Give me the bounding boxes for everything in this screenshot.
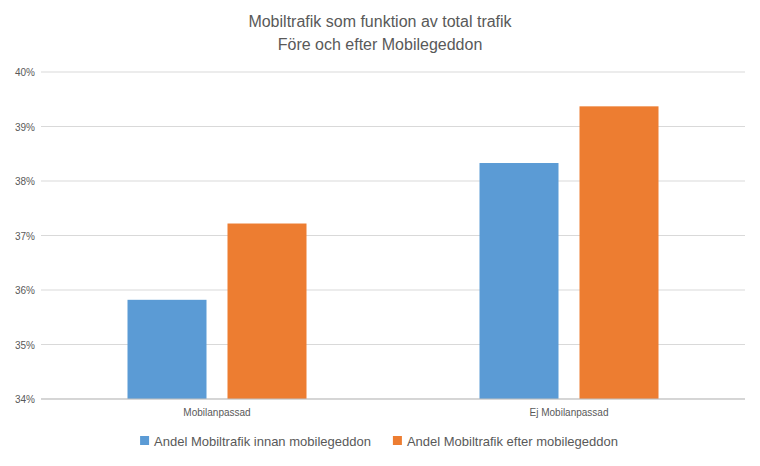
y-tick-label: 39% (15, 122, 35, 133)
legend-swatch (393, 436, 402, 445)
title: Mobiltrafik som funktion av total trafik (248, 13, 512, 30)
grid (41, 72, 745, 399)
subtitle: Före och efter Mobilegeddon (278, 36, 483, 53)
bars (128, 106, 659, 399)
y-tick-label: 36% (15, 285, 35, 296)
y-tick-label: 35% (15, 340, 35, 351)
bar (128, 300, 207, 399)
x-axis-line (41, 399, 745, 400)
grid-line (41, 399, 745, 400)
x-tick-label: Ej Mobilanpassad (530, 407, 609, 418)
y-tick-label: 38% (15, 176, 35, 187)
bar (480, 163, 559, 399)
background (0, 0, 760, 466)
chart-svg: Mobiltrafik som funktion av total trafik… (0, 0, 760, 466)
legend: Andel Mobiltrafik innan mobilegeddon Ande… (140, 434, 618, 449)
y-tick-label: 37% (15, 231, 35, 242)
bar (580, 106, 659, 399)
x-tick-label: Mobilanpassad (183, 407, 250, 418)
legend-label: Andel Mobiltrafik efter mobilegeddon (407, 434, 618, 449)
grid-line (41, 72, 745, 73)
y-tick-label: 40% (15, 67, 35, 78)
legend-swatch (140, 436, 149, 445)
bar (228, 224, 307, 399)
chart-container: Mobiltrafik som funktion av total trafik… (0, 0, 760, 466)
y-tick-label: 34% (15, 394, 35, 405)
legend-label: Andel Mobiltrafik innan mobilegeddon (154, 434, 371, 449)
